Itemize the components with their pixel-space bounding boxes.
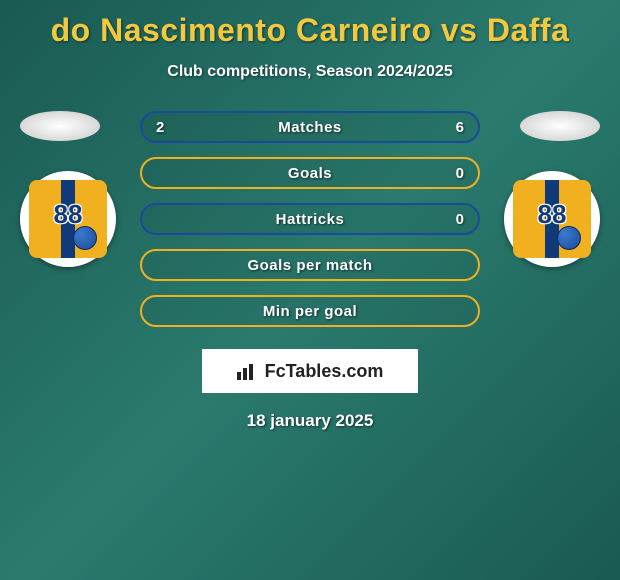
stat-right-value: 0 — [456, 211, 464, 228]
page-title: do Nascimento Carneiro vs Daffa — [0, 0, 620, 49]
stat-row-matches: 2 Matches 6 — [140, 111, 480, 143]
badge-number: 88 — [538, 199, 567, 230]
date-label: 18 january 2025 — [0, 411, 620, 431]
stat-label: Goals per match — [247, 257, 372, 274]
watermark-text: FcTables.com — [265, 361, 384, 382]
player-avatar-right — [520, 111, 600, 141]
ball-icon — [73, 226, 97, 250]
badge-icon: 88 — [29, 180, 107, 258]
watermark: FcTables.com — [202, 349, 418, 393]
stat-label: Hattricks — [276, 211, 345, 228]
club-badge-right: 88 — [504, 171, 600, 267]
stat-label: Matches — [278, 119, 342, 136]
badge-icon: 88 — [513, 180, 591, 258]
player-avatar-left — [20, 111, 100, 141]
ball-icon — [557, 226, 581, 250]
stat-left-value: 2 — [156, 119, 164, 136]
stat-row-hattricks: Hattricks 0 — [140, 203, 480, 235]
comparison-area: 88 88 2 Matches 6 Goals 0 Hattricks 0 Go… — [0, 111, 620, 341]
stat-row-min-per-goal: Min per goal — [140, 295, 480, 327]
stat-row-goals: Goals 0 — [140, 157, 480, 189]
page-subtitle: Club competitions, Season 2024/2025 — [0, 63, 620, 81]
stat-label: Min per goal — [263, 303, 357, 320]
club-badge-left: 88 — [20, 171, 116, 267]
stats-list: 2 Matches 6 Goals 0 Hattricks 0 Goals pe… — [140, 111, 480, 341]
stat-row-goals-per-match: Goals per match — [140, 249, 480, 281]
stat-right-value: 0 — [456, 165, 464, 182]
stat-label: Goals — [288, 165, 332, 182]
chart-icon — [237, 362, 259, 380]
stat-right-value: 6 — [456, 119, 464, 136]
badge-number: 88 — [54, 199, 83, 230]
